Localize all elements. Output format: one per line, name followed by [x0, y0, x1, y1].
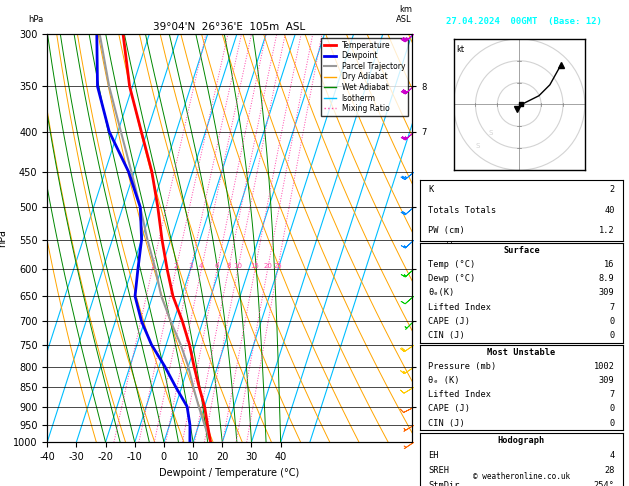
Text: S: S — [476, 143, 480, 149]
Text: 1: 1 — [150, 263, 155, 269]
Text: 28: 28 — [604, 466, 615, 475]
Y-axis label: hPa: hPa — [0, 229, 8, 247]
Text: PW (cm): PW (cm) — [428, 226, 465, 235]
Text: EH: EH — [428, 451, 439, 460]
Text: 254°: 254° — [594, 481, 615, 486]
Text: 309: 309 — [599, 376, 615, 385]
Text: hPa: hPa — [28, 15, 43, 24]
Text: Totals Totals: Totals Totals — [428, 206, 496, 215]
Text: 1.2: 1.2 — [599, 226, 615, 235]
Text: Hodograph: Hodograph — [498, 435, 545, 445]
Text: 15: 15 — [250, 263, 259, 269]
Text: 0: 0 — [610, 331, 615, 340]
Text: CIN (J): CIN (J) — [428, 418, 465, 428]
Text: θₑ(K): θₑ(K) — [428, 288, 455, 297]
Text: 25: 25 — [273, 263, 282, 269]
Text: kt: kt — [456, 45, 464, 54]
Text: 4: 4 — [199, 263, 204, 269]
Text: 2: 2 — [610, 186, 615, 194]
Text: Surface: Surface — [503, 245, 540, 255]
Text: θₑ (K): θₑ (K) — [428, 376, 460, 385]
Title: 39°04'N  26°36'E  105m  ASL: 39°04'N 26°36'E 105m ASL — [153, 22, 306, 32]
Text: © weatheronline.co.uk: © weatheronline.co.uk — [473, 472, 570, 481]
Text: Temp (°C): Temp (°C) — [428, 260, 476, 269]
Text: km
ASL: km ASL — [396, 5, 412, 24]
Text: CAPE (J): CAPE (J) — [428, 317, 470, 326]
Text: StmDir: StmDir — [428, 481, 460, 486]
Text: 3: 3 — [188, 263, 193, 269]
Text: 27.04.2024  00GMT  (Base: 12): 27.04.2024 00GMT (Base: 12) — [446, 17, 601, 26]
Text: Pressure (mb): Pressure (mb) — [428, 362, 496, 371]
Text: 0: 0 — [610, 404, 615, 414]
Text: SREH: SREH — [428, 466, 449, 475]
Text: Lifted Index: Lifted Index — [428, 303, 491, 312]
Text: 1002: 1002 — [594, 362, 615, 371]
Text: 4: 4 — [610, 451, 615, 460]
X-axis label: Dewpoint / Temperature (°C): Dewpoint / Temperature (°C) — [160, 468, 299, 478]
Text: Most Unstable: Most Unstable — [487, 347, 555, 357]
Text: Lifted Index: Lifted Index — [428, 390, 491, 399]
Text: 7: 7 — [610, 390, 615, 399]
Text: 7: 7 — [610, 303, 615, 312]
Text: 0: 0 — [610, 317, 615, 326]
Text: 8.9: 8.9 — [599, 274, 615, 283]
Y-axis label: Mixing Ratio (g/kg): Mixing Ratio (g/kg) — [443, 198, 452, 278]
Text: S: S — [489, 130, 493, 136]
Text: 20: 20 — [263, 263, 272, 269]
Text: 6: 6 — [215, 263, 220, 269]
Text: 40: 40 — [604, 206, 615, 215]
Text: 0: 0 — [610, 418, 615, 428]
Text: CIN (J): CIN (J) — [428, 331, 465, 340]
Legend: Temperature, Dewpoint, Parcel Trajectory, Dry Adiabat, Wet Adiabat, Isotherm, Mi: Temperature, Dewpoint, Parcel Trajectory… — [321, 38, 408, 116]
Text: 8: 8 — [226, 263, 231, 269]
Text: CAPE (J): CAPE (J) — [428, 404, 470, 414]
Text: Dewp (°C): Dewp (°C) — [428, 274, 476, 283]
Text: 10: 10 — [233, 263, 242, 269]
Text: 309: 309 — [599, 288, 615, 297]
Text: 2: 2 — [174, 263, 178, 269]
Text: 16: 16 — [604, 260, 615, 269]
Text: K: K — [428, 186, 433, 194]
